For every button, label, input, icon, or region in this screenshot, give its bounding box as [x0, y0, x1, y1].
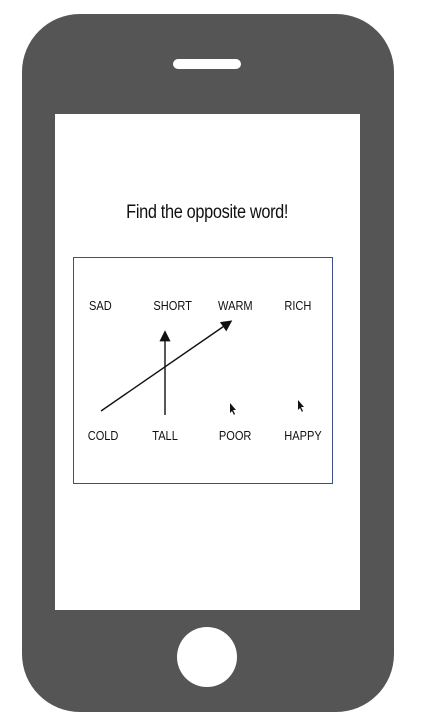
word-poor[interactable]: POOR: [218, 428, 252, 443]
word-warm[interactable]: WARM: [218, 298, 253, 313]
home-button[interactable]: [177, 627, 237, 687]
word-short[interactable]: SHORT: [153, 298, 192, 313]
pointer-cursor-icon: [298, 400, 304, 412]
word-tall[interactable]: TALL: [152, 428, 178, 443]
word-sad[interactable]: SAD: [89, 298, 112, 313]
connection-lines: [100, 320, 233, 415]
phone-screen: Find the opposite word! SAD SHORT WARM R…: [55, 114, 360, 610]
connection-line-cold-warm: [100, 320, 233, 412]
word-cold[interactable]: COLD: [87, 428, 119, 443]
pointer-cursor-icon: [230, 403, 236, 415]
word-rich[interactable]: RICH: [284, 298, 312, 313]
word-happy[interactable]: HAPPY: [284, 428, 322, 443]
speaker-slot: [173, 59, 241, 69]
game-title: Find the opposite word!: [126, 202, 289, 223]
word-match-board: SAD SHORT WARM RICH COLD TALL POOR HAPPY: [73, 257, 333, 484]
